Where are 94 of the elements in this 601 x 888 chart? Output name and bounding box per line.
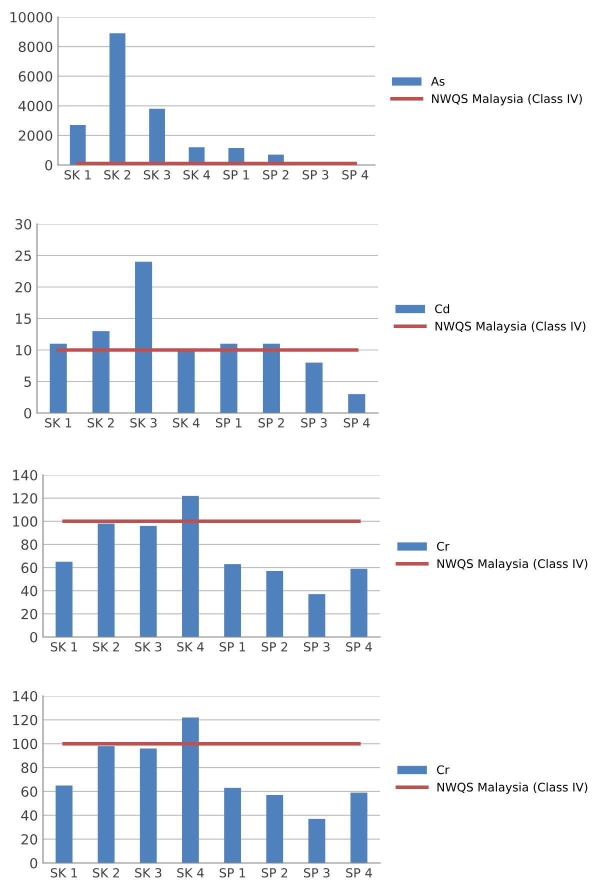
x-tick-label: SP 1	[220, 642, 246, 652]
y-tick-label: 8000	[18, 42, 52, 52]
x-tick-label: SK 3	[144, 170, 170, 180]
legend-label: Cr	[436, 542, 450, 551]
bar	[50, 344, 67, 413]
x-tick-label: SK 1	[50, 642, 77, 652]
y-tick-label: 120	[13, 493, 38, 504]
x-tick-label: SK 2	[92, 868, 119, 878]
x-tick-label: SK 3	[130, 418, 157, 428]
bar	[262, 344, 280, 413]
x-tick-label: SK 2	[92, 642, 119, 652]
y-tick-label: 20	[21, 608, 38, 620]
y-tick-label: 30	[16, 218, 32, 230]
x-tick-label: SP 1	[216, 418, 242, 428]
legend-label: NWQS Malaysia (Class IV)	[437, 558, 588, 570]
y-tick-label: 80	[21, 762, 38, 774]
y-tick-label: 0	[30, 858, 38, 868]
x-tick-label: SP 2	[262, 642, 288, 652]
bar	[56, 785, 72, 863]
y-tick-label: 0	[30, 632, 38, 642]
x-tick-label: SP 1	[223, 170, 249, 180]
y-tick-label: 60	[21, 562, 38, 574]
x-tick-label: SK 1	[45, 418, 72, 428]
legend-label: Cr	[436, 765, 450, 774]
bar	[220, 344, 238, 413]
bar	[70, 125, 86, 165]
y-tick-label: 15	[16, 314, 31, 324]
y-tick-label: 60	[21, 786, 38, 797]
bar	[182, 717, 199, 863]
x-tick-label: SP 4	[346, 642, 372, 652]
y-tick-label: 140	[13, 470, 38, 480]
bar	[135, 262, 152, 413]
x-tick-label: SK 2	[104, 170, 130, 180]
legend-label: NWQS Malaysia (Class IV)	[432, 94, 582, 106]
x-tick-label: SP 4	[342, 170, 368, 180]
legend-label: NWQS Malaysia (Class IV)	[436, 321, 586, 333]
y-tick-label: 80	[21, 539, 38, 550]
bar	[306, 362, 323, 413]
bar	[140, 748, 157, 863]
bar	[92, 331, 110, 413]
y-tick-label: 100	[13, 738, 38, 750]
x-tick-label: SK 4	[172, 418, 200, 428]
legend-label: NWQS Malaysia (Class IV)	[437, 782, 588, 794]
x-tick-label: SP 1	[220, 868, 246, 878]
y-tick-label: 5	[24, 376, 31, 387]
y-tick-label: 0	[45, 160, 52, 170]
y-tick-label: 0	[24, 408, 32, 418]
x-tick-label: SK 4	[183, 170, 210, 180]
bar	[140, 526, 157, 637]
legend-label: As	[431, 76, 445, 86]
y-tick-label: 4000	[18, 100, 52, 112]
x-tick-label: SP 4	[344, 418, 370, 428]
y-tick-label: 6000	[18, 71, 52, 82]
bar	[350, 568, 368, 637]
x-tick-label: SP 3	[301, 418, 327, 428]
x-tick-label: SK 3	[135, 868, 162, 878]
x-tick-label: SP 3	[304, 868, 330, 878]
x-tick-label: SK 1	[50, 868, 77, 878]
x-tick-label: SP 2	[258, 418, 284, 428]
x-tick-label: SP 4	[346, 868, 372, 878]
y-tick-label: 140	[13, 690, 38, 702]
bar	[178, 350, 195, 413]
y-tick-label: 10	[16, 344, 32, 356]
y-tick-label: 40	[21, 586, 38, 596]
y-tick-label: 20	[21, 834, 38, 845]
y-tick-label: 10000	[10, 12, 52, 22]
y-tick-label: 100	[13, 516, 38, 527]
x-tick-label: SK 4	[177, 642, 204, 652]
y-tick-label: 120	[13, 714, 38, 726]
y-tick-label: 20	[15, 282, 32, 292]
bar	[98, 746, 115, 863]
bar	[224, 788, 241, 863]
x-tick-label: SP 3	[304, 642, 330, 652]
y-tick-label: 40	[21, 810, 38, 821]
bar	[308, 818, 326, 863]
y-tick-label: 2000	[18, 130, 52, 141]
x-tick-label: SP 3	[302, 170, 328, 180]
bar	[266, 795, 284, 863]
bar	[56, 562, 72, 637]
bar	[224, 564, 241, 637]
bar	[266, 571, 284, 637]
x-tick-label: SK 3	[135, 642, 162, 652]
bar	[182, 496, 199, 637]
x-tick-label: SK 1	[64, 170, 91, 180]
bar	[98, 524, 115, 637]
bar	[308, 594, 326, 637]
legend-label: Cd	[435, 304, 450, 314]
bar	[350, 792, 368, 863]
x-tick-label: SP 2	[263, 170, 288, 180]
y-tick-label: 25	[15, 250, 31, 261]
bar	[348, 394, 366, 413]
x-tick-label: SK 2	[88, 418, 114, 428]
x-tick-label: SP 2	[262, 868, 288, 878]
x-tick-label: SK 4	[177, 868, 204, 878]
